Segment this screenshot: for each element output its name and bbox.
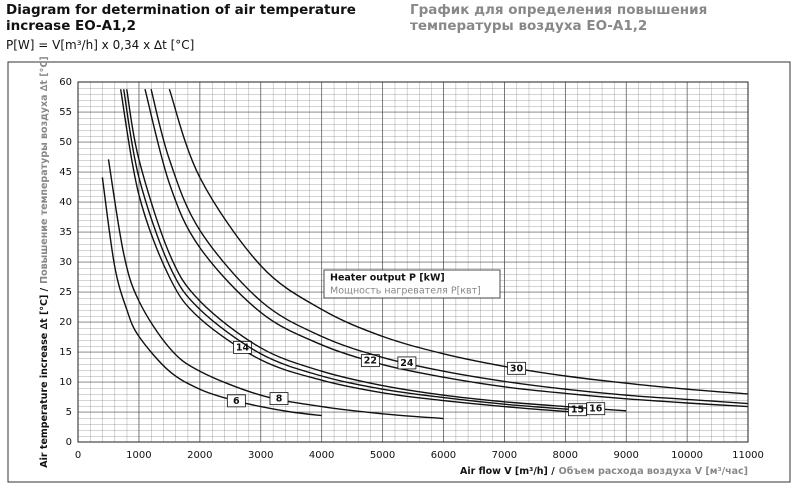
curve <box>107 159 444 420</box>
curve-label: 8 <box>269 392 289 406</box>
curves: 6 8 14 15 16 22 24 30 <box>101 88 749 420</box>
curve-label: 6 <box>226 394 246 408</box>
curve <box>101 177 322 417</box>
curve-label-text: 6 <box>233 396 240 407</box>
x-axis-title: Air flow V [m³/h] / Объем расхода воздуха… <box>460 466 748 477</box>
plot-border <box>77 81 749 443</box>
y-tick-label: 20 <box>59 317 72 328</box>
curve <box>119 89 596 414</box>
formula: P[W] = V[m³/h] x 0,34 x ∆t [°C] <box>6 38 195 52</box>
curve <box>126 89 627 412</box>
y-tick-label: 45 <box>59 167 72 178</box>
curve-label: 30 <box>507 361 526 375</box>
curve <box>150 89 749 405</box>
y-tick-label: 60 <box>59 77 72 88</box>
curve-label-text: 24 <box>400 358 414 369</box>
curve <box>144 89 749 408</box>
x-tick-label: 0 <box>75 450 81 461</box>
curve-label: 16 <box>586 402 606 416</box>
curve-label: 24 <box>397 356 417 370</box>
y-tick-label: 50 <box>59 137 72 148</box>
legend-box <box>323 269 501 299</box>
curve-label: 15 <box>568 403 587 417</box>
x-tick-label: 7000 <box>492 450 517 461</box>
curve-label-text: 30 <box>510 363 524 374</box>
y-tick-label: 40 <box>59 197 72 208</box>
curve-label-box <box>269 392 289 406</box>
x-axis-title-ru: Объем расхода воздуха V [м³/час] <box>559 466 748 477</box>
curve-label-text: 22 <box>364 356 377 367</box>
curve-label-text: 8 <box>276 394 283 405</box>
y-tick-label: 55 <box>59 107 72 118</box>
curve-label-box <box>360 354 380 368</box>
legend-title-ru: Мощность нагревателя P[квт] <box>330 286 481 297</box>
y-tick-label: 35 <box>59 227 72 238</box>
y-tick-label: 30 <box>59 257 72 268</box>
legend-title: Heater output P [kW] <box>330 273 445 284</box>
y-tick-label: 15 <box>59 347 72 358</box>
curve-label: 14 <box>233 340 252 354</box>
y-tick-label: 5 <box>66 407 72 418</box>
y-tick-label: 0 <box>66 437 72 448</box>
y-axis-title-en: Air temperature increase ∆t [°C] / <box>39 287 50 467</box>
x-tick-label: 9000 <box>613 450 638 461</box>
curve-label-text: 15 <box>571 405 584 416</box>
curve <box>168 88 749 395</box>
frame <box>7 61 791 483</box>
x-tick-label: 3000 <box>248 450 273 461</box>
curve-label-box <box>397 356 417 370</box>
x-tick-label: 11000 <box>732 450 764 461</box>
curve-label-box <box>233 340 252 354</box>
chart-title-ru: График для определения повышения темпера… <box>410 2 708 34</box>
x-axis-title-en: Air flow V [m³/h] / <box>460 466 555 477</box>
x-tick-label: 8000 <box>553 450 578 461</box>
x-tick-label: 5000 <box>370 450 395 461</box>
y-axis-title-ru: Повышение температуры воздуха ∆t [°C] <box>39 56 50 284</box>
curve-label-box <box>586 402 606 416</box>
curve-label-text: 16 <box>589 404 603 415</box>
title-block: Diagram for determination of air tempera… <box>6 2 376 53</box>
x-tick-label: 4000 <box>309 450 334 461</box>
curve-label: 22 <box>360 354 380 368</box>
y-tick-label: 25 <box>59 287 72 298</box>
y-tick-label: 10 <box>59 377 72 388</box>
x-tick-label: 6000 <box>431 450 456 461</box>
curve-label-text: 14 <box>236 342 250 353</box>
x-tick-label: 2000 <box>187 450 212 461</box>
chart-title: Diagram for determination of air tempera… <box>6 2 356 34</box>
y-axis-title: Air temperature increase ∆t [°C] / Повыше… <box>39 56 50 467</box>
curve-label-box <box>507 361 526 375</box>
x-tick-label: 1000 <box>126 450 151 461</box>
x-tick-label: 10000 <box>671 450 703 461</box>
curve <box>122 89 596 412</box>
curve-label-box <box>226 394 246 408</box>
